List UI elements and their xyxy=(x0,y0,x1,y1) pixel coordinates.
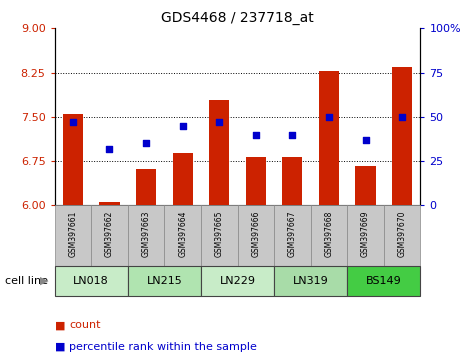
Text: LN319: LN319 xyxy=(293,275,329,286)
Bar xyxy=(274,266,347,296)
Point xyxy=(398,114,406,120)
Bar xyxy=(99,202,120,205)
Text: LN229: LN229 xyxy=(219,275,256,286)
Text: GSM397669: GSM397669 xyxy=(361,210,370,257)
Bar xyxy=(238,205,274,266)
Point xyxy=(325,114,332,120)
Text: count: count xyxy=(69,320,100,330)
Point xyxy=(289,132,296,137)
Bar xyxy=(164,205,201,266)
Bar xyxy=(55,205,91,266)
Text: LN215: LN215 xyxy=(146,275,182,286)
Bar xyxy=(63,114,83,205)
Text: GSM397665: GSM397665 xyxy=(215,210,224,257)
Bar xyxy=(246,157,266,205)
Text: cell line: cell line xyxy=(5,275,48,286)
Text: GSM397664: GSM397664 xyxy=(178,210,187,257)
Bar xyxy=(392,67,412,205)
Text: BS149: BS149 xyxy=(366,275,402,286)
Point xyxy=(142,141,150,146)
Text: GSM397668: GSM397668 xyxy=(324,210,333,257)
Text: GDS4468 / 237718_at: GDS4468 / 237718_at xyxy=(161,11,314,25)
Bar xyxy=(91,205,128,266)
Text: GSM397661: GSM397661 xyxy=(68,210,77,257)
Bar xyxy=(172,153,193,205)
Bar xyxy=(384,205,420,266)
Text: percentile rank within the sample: percentile rank within the sample xyxy=(69,342,257,352)
Bar xyxy=(209,100,229,205)
Text: ■: ■ xyxy=(55,342,65,352)
Text: GSM397663: GSM397663 xyxy=(142,210,151,257)
Text: ▶: ▶ xyxy=(40,275,49,286)
Bar xyxy=(319,71,339,205)
Point xyxy=(252,132,259,137)
Text: GSM397670: GSM397670 xyxy=(398,210,407,257)
Point xyxy=(362,137,370,143)
Text: ■: ■ xyxy=(55,320,65,330)
Point xyxy=(179,123,186,129)
Text: GSM397662: GSM397662 xyxy=(105,210,114,257)
Bar xyxy=(128,205,164,266)
Point xyxy=(69,119,77,125)
Bar xyxy=(347,205,384,266)
Point xyxy=(105,146,113,152)
Bar xyxy=(311,205,347,266)
Point xyxy=(216,119,223,125)
Bar xyxy=(274,205,311,266)
Bar xyxy=(128,266,201,296)
Bar xyxy=(347,266,420,296)
Bar xyxy=(201,266,274,296)
Bar xyxy=(55,266,128,296)
Bar xyxy=(282,157,303,205)
Text: GSM397667: GSM397667 xyxy=(288,210,297,257)
Bar xyxy=(201,205,238,266)
Bar xyxy=(355,166,376,205)
Text: GSM397666: GSM397666 xyxy=(251,210,260,257)
Text: LN018: LN018 xyxy=(73,275,109,286)
Bar xyxy=(136,169,156,205)
